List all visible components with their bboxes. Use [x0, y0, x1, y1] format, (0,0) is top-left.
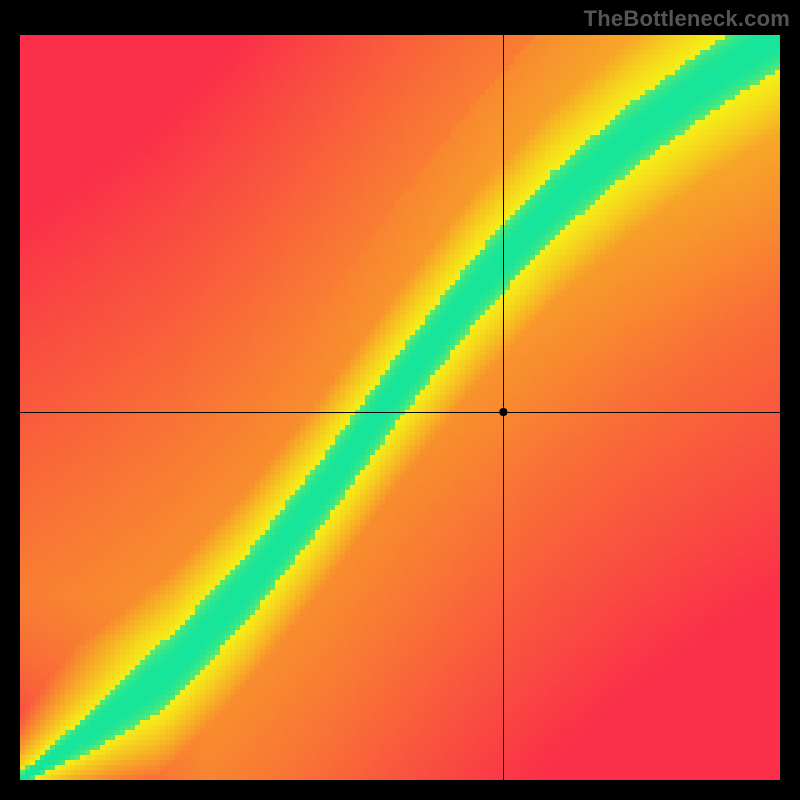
- bottleneck-heatmap: [0, 0, 800, 800]
- chart-container: TheBottleneck.com: [0, 0, 800, 800]
- watermark-text: TheBottleneck.com: [584, 6, 790, 32]
